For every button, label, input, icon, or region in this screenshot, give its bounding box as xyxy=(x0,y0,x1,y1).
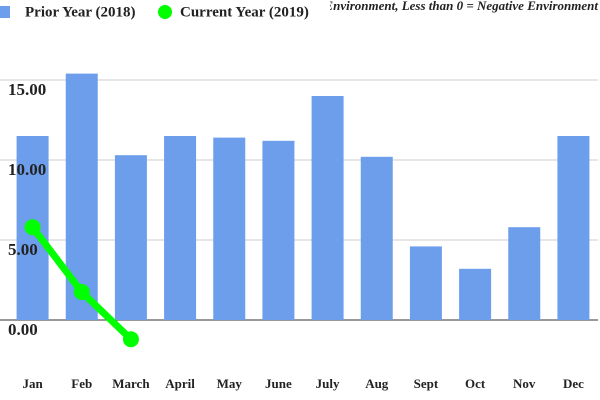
legend-swatch xyxy=(158,5,172,19)
x-tick-label: July xyxy=(316,376,340,391)
bar xyxy=(213,137,246,320)
bar xyxy=(360,156,393,320)
x-tick-label: Dec xyxy=(563,376,584,391)
bar xyxy=(557,136,590,320)
x-tick-label: Feb xyxy=(71,376,92,391)
legend-label: Prior Year (2018) xyxy=(25,4,136,20)
bar xyxy=(508,227,541,320)
bar xyxy=(459,268,492,320)
bar xyxy=(262,140,295,320)
legend-label: Current Year (2019) xyxy=(180,4,309,20)
x-tick-label: March xyxy=(112,376,150,391)
y-tick-label: 5.00 xyxy=(8,240,38,259)
x-tick-label: April xyxy=(165,376,195,391)
legend-swatch xyxy=(0,6,10,18)
y-tick-label: 0.00 xyxy=(8,320,38,339)
bar xyxy=(311,96,344,320)
line-marker xyxy=(73,284,90,300)
x-tick-label: Aug xyxy=(365,376,389,391)
y-tick-label: 15.00 xyxy=(8,80,46,99)
bar xyxy=(65,73,98,320)
x-tick-label: Jan xyxy=(22,376,43,391)
x-tick-label: Oct xyxy=(465,376,486,391)
bar xyxy=(164,136,197,320)
x-tick-label: Sept xyxy=(414,376,439,391)
line-marker xyxy=(122,331,139,348)
x-tick-label: Nov xyxy=(513,376,536,391)
line-marker xyxy=(24,219,41,236)
bar xyxy=(114,155,147,320)
x-tick-label: June xyxy=(265,376,292,391)
x-tick-label: May xyxy=(217,376,243,391)
y-tick-label: 10.00 xyxy=(8,160,46,179)
bar xyxy=(409,246,442,320)
